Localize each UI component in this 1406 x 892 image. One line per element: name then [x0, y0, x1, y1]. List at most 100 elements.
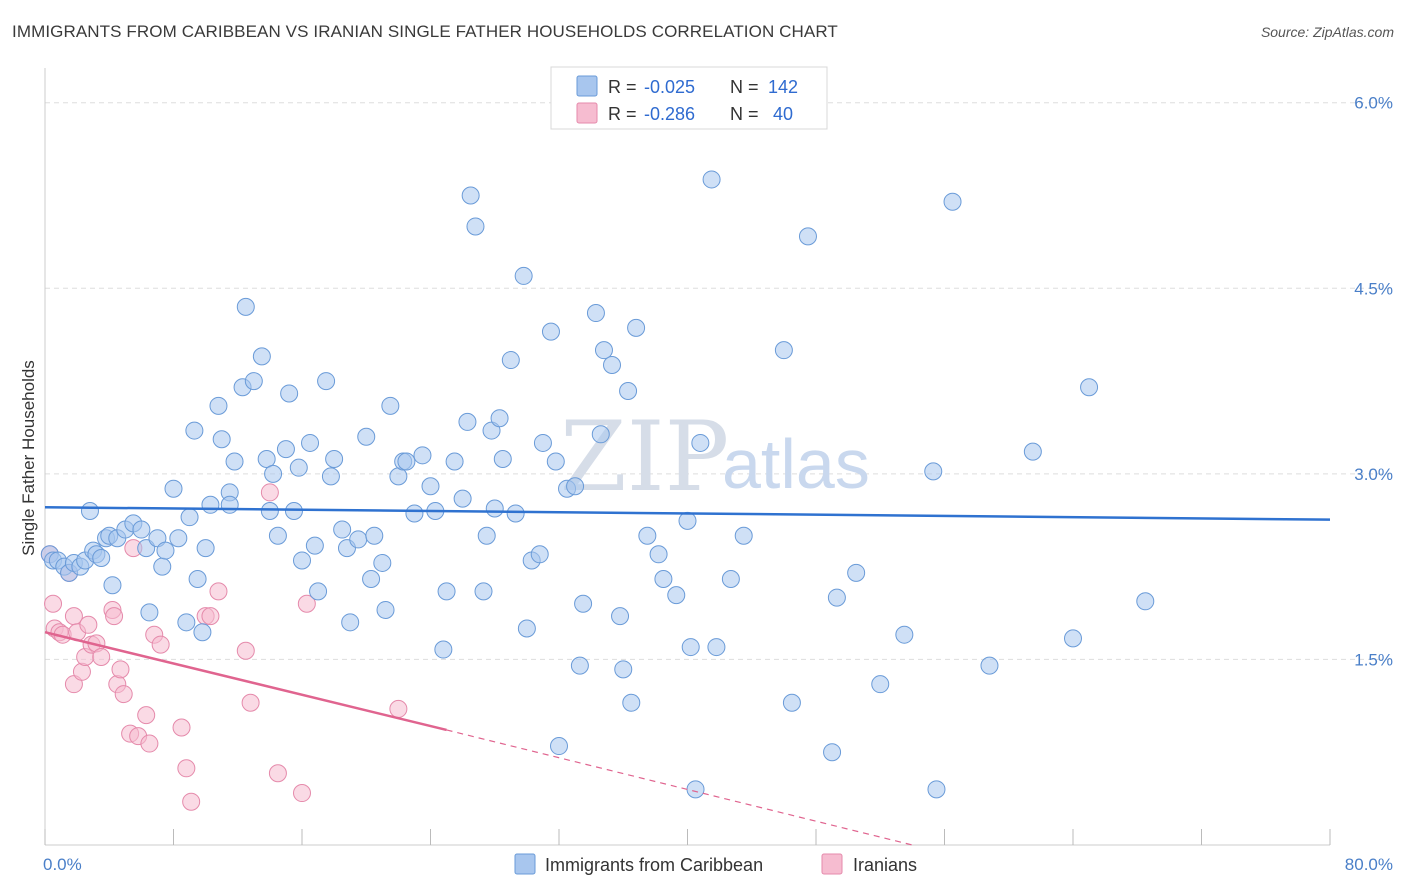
caribbean-point-46 — [276, 440, 295, 459]
iranians-point-37 — [293, 784, 311, 803]
caribbean-point-89 — [514, 266, 533, 285]
iranians-point-18 — [111, 660, 130, 679]
watermark-atlas: atlas — [722, 425, 870, 503]
caribbean-point-42 — [257, 450, 276, 469]
caribbean-point-116 — [686, 780, 705, 799]
caribbean-point-106 — [614, 660, 633, 679]
caribbean-point-136 — [1080, 378, 1099, 397]
chart-title: IMMIGRANTS FROM CARIBBEAN VS IRANIAN SIN… — [12, 22, 838, 41]
caribbean-point-135 — [1064, 629, 1082, 648]
caribbean-point-80 — [466, 217, 485, 236]
caribbean-point-101 — [586, 304, 605, 323]
caribbean-point-108 — [622, 693, 641, 712]
caribbean-point-98 — [566, 477, 585, 496]
caribbean-point-74 — [434, 640, 453, 659]
caribbean-point-79 — [461, 186, 480, 205]
caribbean-point-82 — [477, 526, 496, 545]
caribbean-point-66 — [381, 396, 400, 415]
caribbean-point-50 — [293, 551, 311, 570]
caribbean-point-26 — [177, 613, 196, 632]
y-tick-label-0: 1.5% — [1354, 650, 1393, 669]
caribbean-point-104 — [603, 356, 622, 375]
caribbean-point-25 — [169, 529, 188, 548]
caribbean-point-14 — [103, 576, 122, 595]
legend-n-label-1: N = — [730, 77, 759, 97]
x-tick-label-1: 80.0% — [1345, 855, 1393, 874]
caribbean-point-112 — [654, 570, 673, 589]
bottom-legend-iranians: Iranians — [853, 855, 917, 875]
caribbean-point-118 — [702, 170, 721, 189]
caribbean-point-37 — [225, 452, 244, 471]
caribbean-point-90 — [517, 619, 536, 638]
iranians-point-34 — [241, 693, 260, 712]
caribbean-point-62 — [362, 570, 381, 589]
caribbean-point-113 — [667, 586, 686, 605]
trend-lines — [44, 506, 1331, 846]
iranians-point-39 — [389, 699, 408, 718]
caribbean-point-75 — [437, 582, 456, 601]
caribbean-point-36 — [220, 495, 239, 514]
iranians-trend-extension — [446, 729, 913, 846]
iranians-point-23 — [137, 706, 156, 725]
legend-swatch-caribbean — [576, 75, 598, 97]
caribbean-point-18 — [132, 520, 151, 539]
caribbean-point-40 — [244, 372, 263, 391]
caribbean-point-100 — [574, 594, 593, 613]
caribbean-point-22 — [153, 557, 172, 576]
caribbean-point-81 — [474, 582, 493, 601]
legend: R = -0.025 N = 142 R = -0.286 N = 40 — [550, 66, 828, 130]
caribbean-point-110 — [638, 526, 657, 545]
watermark-zip: ZIP — [560, 401, 729, 513]
caribbean-point-48 — [284, 501, 303, 520]
caribbean-point-30 — [193, 623, 212, 642]
legend-swatch-iranians — [576, 102, 598, 124]
iranians-point-26 — [151, 635, 170, 654]
caribbean-point-132 — [943, 192, 962, 211]
source-label: Source: ZipAtlas.com — [1260, 24, 1394, 40]
legend-n-value-1: 142 — [768, 77, 798, 97]
y-axis-label: Single Father Households — [19, 360, 38, 556]
y-tick-labels: 1.5% 3.0% 4.5% 6.0% — [1354, 94, 1393, 670]
caribbean-point-123 — [782, 693, 801, 712]
caribbean-point-45 — [268, 526, 287, 545]
caribbean-point-102 — [591, 425, 610, 444]
caribbean-point-34 — [212, 430, 231, 449]
caribbean-point-20 — [140, 603, 159, 622]
caribbean-point-114 — [678, 511, 697, 530]
iranians-point-19 — [114, 685, 133, 704]
iranians-point-27 — [172, 718, 191, 737]
caribbean-point-57 — [333, 520, 352, 539]
caribbean-point-105 — [611, 607, 630, 626]
caribbean-point-54 — [317, 372, 336, 391]
caribbean-point-137 — [1136, 592, 1155, 611]
caribbean-point-51 — [301, 433, 320, 452]
caribbean-point-60 — [349, 530, 368, 549]
x-tick-label-0: 0.0% — [43, 855, 82, 874]
caribbean-point-130 — [924, 462, 943, 481]
caribbean-point-120 — [721, 570, 740, 589]
caribbean-point-24 — [164, 479, 183, 498]
caribbean-point-86 — [493, 450, 512, 469]
iranians-point-28 — [177, 759, 196, 778]
caribbean-point-56 — [325, 450, 344, 469]
y-tick-label-3: 6.0% — [1354, 94, 1393, 113]
iranians-point-33 — [236, 641, 255, 660]
legend-r-value-1: -0.025 — [644, 77, 695, 97]
iranians-points — [40, 483, 408, 811]
caribbean-point-39 — [236, 297, 255, 316]
caribbean-point-41 — [252, 347, 271, 366]
bottom-legend: Immigrants from Caribbean Iranians — [514, 853, 917, 875]
caribbean-point-107 — [619, 381, 638, 400]
legend-r-value-2: -0.286 — [644, 104, 695, 124]
caribbean-point-84 — [485, 499, 504, 518]
caribbean-point-122 — [774, 341, 793, 360]
caribbean-point-95 — [546, 452, 565, 471]
caribbean-point-127 — [847, 563, 866, 582]
caribbean-point-43 — [260, 501, 279, 520]
caribbean-point-32 — [201, 495, 220, 514]
caribbean-point-126 — [827, 588, 846, 607]
caribbean-point-28 — [185, 421, 204, 440]
iranians-point-29 — [182, 792, 201, 811]
caribbean-point-49 — [289, 458, 308, 477]
caribbean-point-87 — [501, 351, 520, 370]
